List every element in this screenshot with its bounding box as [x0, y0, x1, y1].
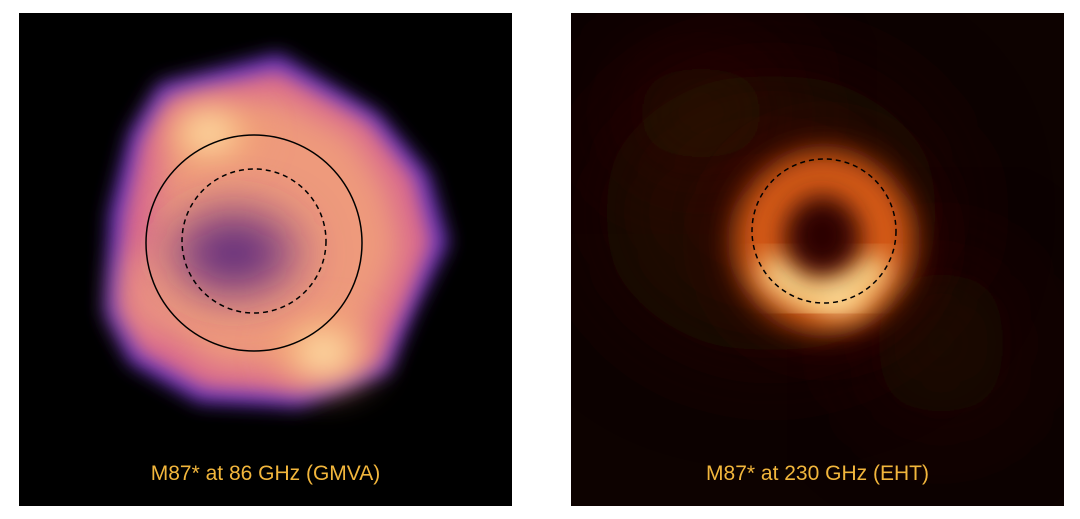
gmva-central-depression [154, 198, 314, 308]
eht-faint-knot-upper-left [621, 58, 781, 168]
gmva-solid-ring-outline [145, 134, 363, 352]
gmva-bright-region-top [149, 91, 269, 175]
eht-image [571, 13, 1064, 506]
eht-caption: M87* at 230 GHz (EHT) [706, 462, 929, 485]
gmva-bright-region-bottom [262, 307, 386, 399]
gmva-dashed-ring-outline [181, 168, 327, 314]
gmva-caption: M87* at 86 GHz (GMVA) [150, 462, 381, 485]
gmva-image-panel: M87* at 86 GHz (GMVA) [19, 13, 512, 506]
eht-image-panel: M87* at 230 GHz (EHT) [571, 13, 1064, 506]
eht-shadow [788, 197, 856, 273]
eht-dashed-ring-outline [751, 158, 897, 304]
eht-hotspot [799, 276, 879, 320]
gmva-image [19, 13, 512, 506]
